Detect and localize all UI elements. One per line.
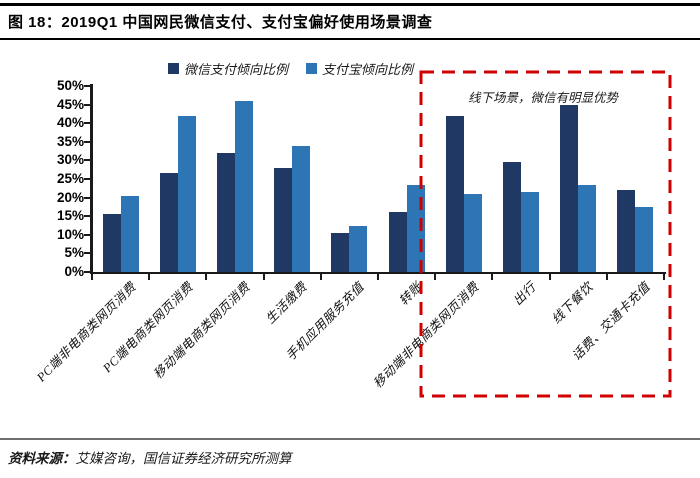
x-axis-tick <box>548 274 551 280</box>
source-line: 资料来源：艾媒咨询，国信证券经济研究所测算 <box>8 447 292 467</box>
bar-wechat-2 <box>217 152 235 272</box>
y-axis-tick-label: 30% <box>56 152 84 168</box>
legend-label-wechat: 微信支付倾向比例 <box>184 62 289 77</box>
y-axis-tick <box>84 103 90 106</box>
x-axis-tick <box>262 274 265 280</box>
bar-wechat-6 <box>445 115 464 272</box>
x-axis-tick <box>91 274 93 280</box>
legend-label-alipay: 支付宝倾向比例 <box>322 62 414 77</box>
y-axis-tick <box>84 196 90 199</box>
bar-alipay-4 <box>349 225 368 272</box>
y-axis-tick <box>84 233 90 236</box>
bar-alipay-5 <box>406 184 425 272</box>
chart-annotation: 线下场景，微信有明显优势 <box>467 91 618 105</box>
bar-alipay-0 <box>120 195 139 272</box>
x-axis-label-text: PC端非电商类网页消费 <box>33 279 139 385</box>
y-axis-tick-label: 5% <box>64 245 84 261</box>
x-axis-tick <box>663 274 665 280</box>
bar-wechat-1 <box>159 173 178 272</box>
title-underline-rule <box>0 38 700 40</box>
source-text: 艾媒咨询，国信证券经济研究所测算 <box>75 451 292 466</box>
bar-alipay-8 <box>578 184 597 272</box>
x-axis-label-text: 出行 <box>510 279 539 309</box>
x-axis-tick <box>434 274 437 280</box>
y-axis-tick-label: 40% <box>56 115 84 131</box>
y-axis-tick <box>84 252 90 255</box>
bar-alipay-9 <box>635 206 654 272</box>
bar-alipay-6 <box>463 193 482 272</box>
x-axis-tick <box>377 274 379 280</box>
y-axis-tick-label: 45% <box>56 96 84 112</box>
y-axis-tick-label: 20% <box>56 189 84 205</box>
bar-alipay-1 <box>177 115 196 272</box>
x-axis-label-text: 线下餐饮 <box>549 279 596 327</box>
source-label: 资料来源： <box>8 451 76 466</box>
y-axis-tick-label: 50% <box>56 78 84 93</box>
y-axis-tick-label: 15% <box>56 208 84 224</box>
y-axis-tick-label: 10% <box>56 226 84 242</box>
bar-wechat-3 <box>274 167 293 272</box>
legend-item-alipay: 支付宝倾向比例 <box>306 59 413 78</box>
bar-wechat-5 <box>388 212 407 272</box>
y-axis-tick <box>84 122 90 125</box>
x-axis-tick <box>148 274 151 280</box>
x-axis-tick <box>605 274 608 280</box>
x-axis-tick <box>491 274 494 280</box>
bar-wechat-8 <box>560 104 579 272</box>
x-axis-line <box>90 271 666 274</box>
x-axis-label-text: 移动端非电商类网页消费 <box>370 279 482 391</box>
chart-legend: 微信支付倾向比例 支付宝倾向比例 <box>168 59 413 78</box>
bar-alipay-2 <box>235 100 253 272</box>
bar-alipay-3 <box>292 145 311 272</box>
wechat-legend-swatch-icon <box>168 63 179 74</box>
legend-item-wechat: 微信支付倾向比例 <box>168 59 288 78</box>
y-axis-tick-label: 0% <box>64 264 84 279</box>
y-axis-line <box>90 84 93 274</box>
y-axis-tick <box>84 85 90 87</box>
y-axis-tick <box>84 159 90 162</box>
top-border-rule <box>0 3 700 6</box>
bar-wechat-4 <box>331 232 350 272</box>
x-axis-label-text: 转账 <box>396 279 425 309</box>
x-axis-label-text: 移动端电商类网页消费 <box>150 279 253 382</box>
y-axis-tick <box>84 178 90 180</box>
bar-alipay-7 <box>521 192 539 272</box>
x-axis-tick <box>205 274 208 280</box>
bar-wechat-9 <box>617 190 636 272</box>
y-axis-tick-label: 35% <box>56 133 84 149</box>
y-axis-tick <box>84 271 90 273</box>
y-axis-tick <box>84 140 90 143</box>
figure-title: 图 18：2019Q1 中国网民微信支付、支付宝偏好使用场景调查 <box>8 14 433 31</box>
bar-wechat-7 <box>503 162 521 272</box>
alipay-legend-swatch-icon <box>306 63 318 74</box>
y-axis-tick-label: 25% <box>56 171 84 186</box>
bar-wechat-0 <box>102 214 121 272</box>
source-divider-rule <box>0 438 700 440</box>
x-axis-label-text: 生活缴费 <box>263 279 310 327</box>
x-axis-tick <box>319 274 322 280</box>
y-axis-tick <box>84 215 90 218</box>
